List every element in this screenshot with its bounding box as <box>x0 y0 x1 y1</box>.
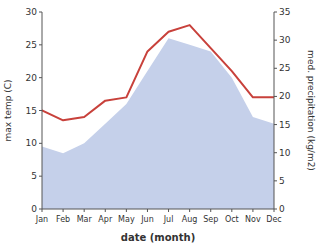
y-tick <box>39 12 42 13</box>
y-tick-label: 15 <box>26 106 37 116</box>
x-tick <box>126 209 127 212</box>
x-tick-label: Apr <box>98 215 113 224</box>
x-tick-label: Sep <box>203 215 218 224</box>
x-tick <box>252 209 253 212</box>
y-tick <box>39 176 42 177</box>
y2-tick-label: 0 <box>279 204 285 214</box>
x-tick-label: Dec <box>266 215 281 224</box>
x-tick <box>147 209 148 212</box>
y-tick-label: 20 <box>26 73 38 83</box>
y-axis-label: max temp (C) <box>3 79 13 141</box>
x-tick-label: Jul <box>163 215 174 224</box>
y-tick-label: 0 <box>31 204 37 214</box>
x-tick-label: Jun <box>140 215 154 224</box>
y2-axis-line <box>274 12 275 209</box>
y2-tick <box>274 124 277 125</box>
y2-tick-label: 15 <box>279 120 290 130</box>
x-tick-label: Aug <box>182 215 198 224</box>
y2-tick-label: 5 <box>279 176 285 186</box>
y2-tick <box>274 12 277 13</box>
y2-tick <box>274 68 277 69</box>
x-tick-label: Oct <box>225 215 239 224</box>
y2-tick-label: 20 <box>279 91 291 101</box>
x-tick <box>84 209 85 212</box>
x-tick <box>231 209 232 212</box>
data <box>42 25 274 209</box>
y-tick-label: 10 <box>26 138 38 148</box>
x-tick <box>210 209 211 212</box>
x-tick-label: Nov <box>245 215 261 224</box>
y2-axis-label: med. precipitation (kg/m2) <box>306 50 316 171</box>
x-tick <box>189 209 190 212</box>
x-tick <box>168 209 169 212</box>
x-tick-label: Mar <box>77 215 93 224</box>
area <box>42 38 274 209</box>
y-tick <box>39 44 42 45</box>
y-tick <box>39 77 42 78</box>
y2-tick-label: 25 <box>279 63 290 73</box>
y-tick <box>39 110 42 111</box>
page: {"chart_data": {"type": "line", "categor… <box>0 0 318 247</box>
y2-tick-label: 10 <box>279 148 291 158</box>
x-tick <box>42 209 43 212</box>
y2-tick <box>274 152 277 153</box>
y-tick-label: 30 <box>26 7 38 17</box>
y-tick <box>39 143 42 144</box>
y2-tick <box>274 180 277 181</box>
x-tick <box>274 209 275 212</box>
y2-tick-label: 30 <box>279 35 291 45</box>
chart-container: 0 5 10 15 20 25 30 0 5 10 15 20 25 30 35 Jan Feb Mar Apr Ma… <box>0 0 318 247</box>
x-tick-label: Feb <box>56 215 70 224</box>
line <box>42 25 274 120</box>
x-axis-label: date (month) <box>121 232 195 243</box>
x-tick-label: May <box>118 215 135 224</box>
x-tick <box>105 209 106 212</box>
y-tick-label: 25 <box>26 40 37 50</box>
y2-tick-label: 35 <box>279 7 290 17</box>
chart: 0 5 10 15 20 25 30 0 5 10 15 20 25 30 35 Jan Feb Mar Apr Ma… <box>0 0 318 247</box>
x-axis-line <box>42 209 274 210</box>
x-tick-label: Jan <box>35 215 48 224</box>
x-tick <box>63 209 64 212</box>
axes: 0 5 10 15 20 25 30 0 5 10 15 20 25 30 35 Jan Feb Mar Apr Ma… <box>26 7 291 224</box>
y2-tick <box>274 96 277 97</box>
y-tick-label: 5 <box>31 171 37 181</box>
y2-tick <box>274 40 277 41</box>
